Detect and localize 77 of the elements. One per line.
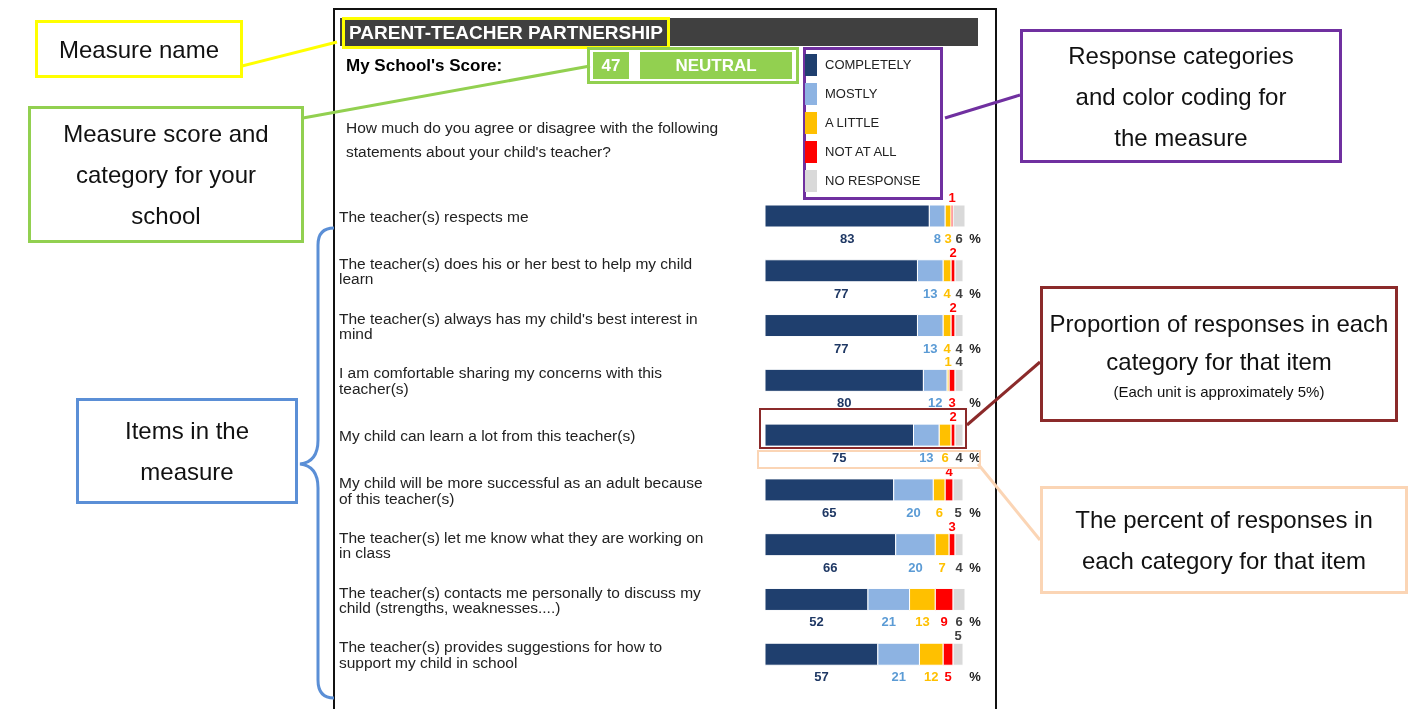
data-label: 20 (906, 504, 921, 520)
data-label: 12 (924, 669, 939, 685)
legend-label: MOSTLY (825, 86, 878, 101)
data-label: 1 (948, 190, 956, 205)
data-label: 13 (915, 614, 930, 630)
data-label: 80 (836, 395, 852, 411)
data-label: 4 (955, 559, 964, 575)
data-label: 13 (923, 285, 938, 301)
legend-label: NO RESPONSE (825, 173, 921, 188)
text: How much do you agree or disagree with the following statements about your child's teacher? (346, 118, 720, 162)
data-label: 77 (834, 340, 849, 356)
data-label: 66 (823, 559, 838, 575)
text: % (969, 231, 982, 246)
callout-box: Proportion of responses in each category for that item (Each unit is approximately 5%) (1040, 286, 1398, 422)
data-label: 4 (943, 285, 952, 301)
text: % (969, 340, 981, 356)
callout-box: Measure name (35, 20, 243, 78)
data-label: 6 (955, 231, 963, 246)
data-label: 4 (955, 285, 964, 301)
data-label: 6 (935, 504, 943, 520)
y-tick-label: The teacher(s) does his or her best to help my child learn (339, 254, 693, 288)
data-label: 2 (949, 244, 957, 260)
text: My School's Score: (346, 56, 503, 76)
data-label: 2 (949, 409, 957, 425)
y-tick-label: The teacher(s) let me know what they are working on in class (339, 528, 704, 562)
data-label: 7 (938, 559, 946, 575)
data-label: 5 (944, 669, 952, 685)
data-label: 83 (839, 231, 855, 246)
data-label: 6 (941, 450, 949, 466)
data-label: 21 (891, 669, 906, 685)
data-label: 3 (944, 231, 952, 246)
text: NEUTRAL (640, 52, 792, 79)
data-label: 3 (948, 518, 956, 534)
legend-label: A LITTLE (825, 115, 880, 130)
y-tick-label: I am comfortable sharing my concerns with this teacher(s) (339, 364, 663, 397)
data-label: 8 (933, 231, 941, 246)
text: % (969, 395, 981, 411)
y-tick-label: The teacher(s) provides suggestions for how to support my child in school (339, 638, 663, 671)
text: % (969, 559, 981, 575)
y-tick-label: The teacher(s) respects me (339, 207, 529, 225)
data-label: 5 (954, 504, 962, 520)
data-label: 9 (940, 614, 948, 630)
data-label: 2 (949, 299, 957, 315)
callout-box: Items in the measure (76, 398, 298, 504)
data-label: 6 (955, 614, 963, 630)
text: % (969, 669, 981, 685)
callout-box: Response categories and color coding for the measure (1020, 29, 1342, 163)
data-label: 3 (948, 395, 956, 411)
text: 47 (593, 52, 629, 79)
data-label: 4 (955, 354, 964, 370)
data-label: 65 (822, 504, 837, 520)
data-label: 52 (809, 614, 824, 630)
data-label: 5 (954, 628, 962, 644)
data-label: 20 (908, 559, 923, 575)
data-label: 77 (834, 285, 849, 301)
data-label: 4 (943, 340, 952, 356)
y-tick-label: My child will be more successful as an adult because of this teacher(s) (339, 474, 703, 507)
data-label: 12 (928, 395, 943, 411)
data-label: 75 (832, 450, 847, 466)
data-label: 13 (919, 450, 934, 466)
data-label: 1 (944, 354, 952, 370)
y-tick-label: My child can learn a lot from this teacher(s) (339, 427, 636, 444)
text: PARENT-TEACHER PARTNERSHIP (342, 17, 670, 49)
text: % (969, 504, 981, 520)
y-tick-label: The teacher(s) contacts me personally to discuss my child (strengths, weaknesses....) (339, 583, 702, 617)
data-label: 4 (955, 340, 964, 356)
legend-label: NOT AT ALL (825, 144, 897, 159)
data-label: 4 (955, 450, 964, 466)
y-tick-label: The teacher(s) always has my child's best interest in mind (339, 309, 698, 343)
data-label: 57 (814, 669, 829, 685)
data-label: 13 (923, 340, 938, 356)
text: % (969, 285, 981, 301)
text: % (969, 614, 981, 630)
callout-box: The percent of responses in each category for that item (1040, 486, 1408, 594)
data-label: 21 (881, 614, 896, 630)
legend-label: COMPLETELY (825, 57, 912, 72)
callout-box: Measure score and category for your school (28, 106, 304, 243)
